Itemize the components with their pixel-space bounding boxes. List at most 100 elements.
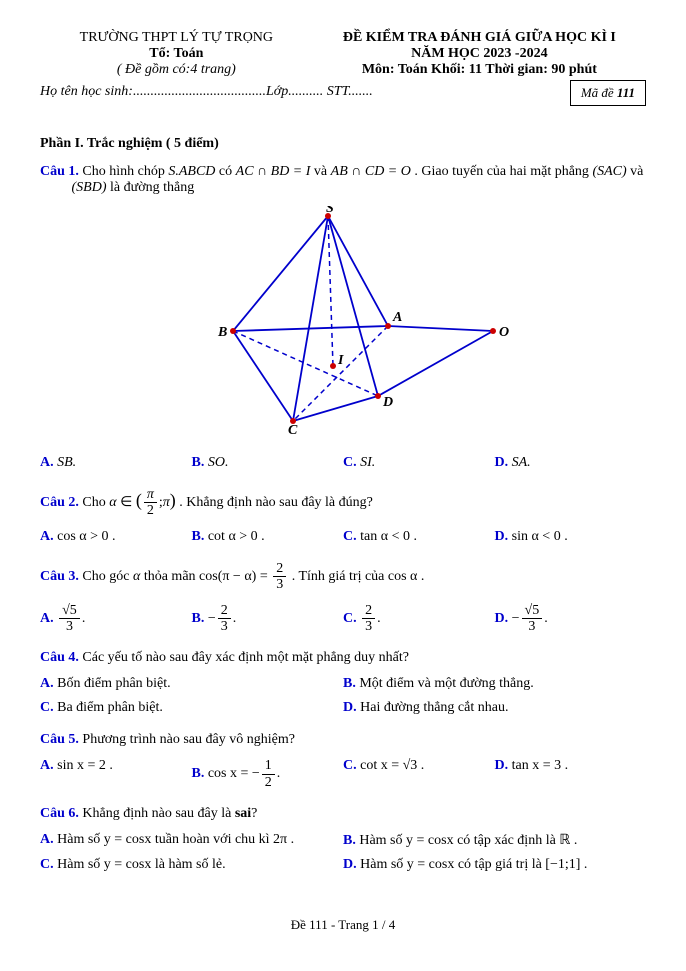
q5-options: A. sin x = 2 . B. cos x = −12. C. cot x …: [40, 754, 646, 794]
q2-options: A. cos α > 0 . B. cot α > 0 . C. tan α <…: [40, 525, 646, 549]
label-D: D: [382, 395, 393, 410]
q1-m2: AC ∩ BD = I: [236, 164, 311, 179]
q2-optD: sin α < 0 .: [512, 529, 568, 544]
q3-fn: 2: [273, 561, 286, 577]
q6-text: Khẳng định nào sau đây là: [82, 806, 234, 821]
q2-t2: . Khẳng định nào sau đây là đúng?: [179, 495, 373, 510]
q2-hp-num: π: [144, 487, 157, 503]
code-label: Mã đề: [581, 85, 617, 100]
question-6: Câu 6. Khẳng định nào sau đây là sai?: [40, 806, 646, 822]
opt-B: B.: [192, 455, 205, 470]
student-line: Họ tên học sinh:........................…: [40, 84, 646, 106]
code-value: 111: [617, 85, 635, 100]
q5-label: Câu 5.: [40, 732, 79, 747]
q1-m1: S.ABCD: [168, 164, 215, 179]
q1-options: A. SB. B. SO. C. SI. D. SA.: [40, 451, 646, 475]
q1-label: Câu 1.: [40, 164, 79, 179]
q5-text: Phương trình nào sau đây vô nghiệm?: [82, 732, 295, 747]
opt-C: C.: [343, 455, 357, 470]
q2-paren-r: ): [170, 490, 176, 510]
q3-t2: thỏa mãn cos(π − α) =: [144, 569, 271, 584]
q2-label: Câu 2.: [40, 495, 79, 510]
q5B-d: 2: [262, 775, 275, 790]
label-A: A: [392, 310, 402, 325]
q5B-pre: cos x = −: [208, 766, 260, 781]
q3-label: Câu 3.: [40, 569, 79, 584]
q3-t3: . Tính giá trị của cos α .: [292, 569, 425, 584]
pyramid-svg: S B A O C D I: [163, 206, 523, 436]
label-O: O: [499, 325, 509, 340]
page-footer: Đề 111 - Trang 1 / 4: [40, 917, 646, 933]
q3A-n: √5: [59, 603, 80, 619]
class-prefix: Lớp: [266, 84, 288, 99]
q2-pi: π: [163, 495, 170, 510]
q5-optD: tan x = 3 .: [512, 758, 569, 773]
q6-optA: Hàm số y = cosx tuần hoàn với chu kì 2π …: [57, 832, 294, 847]
q1-optC: SI.: [360, 455, 375, 470]
q2-alpha: α: [109, 495, 116, 510]
q6-options: A. Hàm số y = cosx tuần hoàn với chu kì …: [40, 828, 646, 877]
stt-dots: .......: [348, 84, 373, 99]
q6-sai: sai: [235, 806, 251, 821]
q3B-n: 2: [218, 603, 231, 619]
q1-t3: và: [314, 164, 331, 179]
dept: Tổ: Toán: [40, 46, 313, 62]
section-1-title: Phần I. Trắc nghiệm ( 5 điểm): [40, 136, 646, 152]
q5-optC: cot x = √3 .: [360, 758, 424, 773]
q4-optD: Hai đường thẳng cắt nhau.: [360, 700, 508, 715]
q3C-n: 2: [362, 603, 375, 619]
q1-t2: có: [219, 164, 236, 179]
q1-t1: Cho hình chóp: [82, 164, 168, 179]
q6-label: Câu 6.: [40, 806, 79, 821]
q3B-d: 3: [218, 619, 231, 634]
q1-t4: . Giao tuyến của hai mặt phẳng: [414, 164, 592, 179]
school-year: NĂM HỌC 2023 -2024: [313, 46, 646, 62]
q4-optA: Bốn điểm phân biệt.: [57, 676, 171, 691]
label-S: S: [326, 206, 334, 216]
q4-options: A. Bốn điểm phân biệt. B. Một điểm và mộ…: [40, 672, 646, 720]
label-B: B: [217, 325, 227, 340]
header-right: ĐỀ KIỂM TRA ĐÁNH GIÁ GIỮA HỌC KÌ I NĂM H…: [313, 30, 646, 78]
pyramid-diagram: S B A O C D I: [40, 206, 646, 441]
q3D-n: √5: [522, 603, 543, 619]
label-C: C: [288, 423, 298, 436]
q3B-pre: −: [208, 611, 216, 626]
q3-t1: Cho góc: [82, 569, 133, 584]
q4-text: Các yếu tố nào sau đây xác định một mặt …: [82, 650, 409, 665]
header-left: TRƯỜNG THPT LÝ TỰ TRỌNG Tổ: Toán ( Đề gồ…: [40, 30, 313, 78]
exam-title: ĐỀ KIỂM TRA ĐÁNH GIÁ GIỮA HỌC KÌ I: [313, 30, 646, 46]
q6-optB: Hàm số y = cosx có tập xác định là ℝ .: [359, 833, 577, 848]
q1-optA: SB.: [57, 455, 76, 470]
pages-note: ( Đề gồm có:4 trang): [40, 62, 313, 78]
question-3: Câu 3. Cho góc α thỏa mãn cos(π − α) = 2…: [40, 561, 646, 593]
q1-optD: SA.: [512, 455, 531, 470]
q6-optC: Hàm số y = cosx là hàm số lẻ.: [57, 857, 225, 872]
q2-hp-den: 2: [144, 503, 157, 518]
header: TRƯỜNG THPT LÝ TỰ TRỌNG Tổ: Toán ( Đề gồ…: [40, 30, 646, 78]
q5B-n: 1: [262, 758, 275, 774]
q3C-d: 3: [362, 619, 375, 634]
question-1: Câu 1. Cho hình chóp S.ABCD có AC ∩ BD =…: [40, 164, 646, 196]
q3A-d: 3: [59, 619, 80, 634]
student-dots: ......................................: [133, 84, 266, 99]
q4-optB: Một điểm và một đường thẳng.: [359, 676, 533, 691]
q2-optA: cos α > 0 .: [57, 529, 115, 544]
q3-options: A. √53. B. −23. C. 23. D. −√53.: [40, 599, 646, 639]
question-5: Câu 5. Phương trình nào sau đây vô nghiệ…: [40, 732, 646, 748]
q3D-d: 3: [522, 619, 543, 634]
subject-line: Môn: Toán Khối: 11 Thời gian: 90 phút: [313, 62, 646, 78]
opt-D: D.: [495, 455, 509, 470]
q6-qm: ?: [251, 806, 257, 821]
q2-optB: cot α > 0 .: [208, 529, 265, 544]
q2-paren-l: (: [136, 490, 142, 510]
q4-label: Câu 4.: [40, 650, 79, 665]
school-name: TRƯỜNG THPT LÝ TỰ TRỌNG: [40, 30, 313, 46]
q1-m5: (SBD): [72, 180, 107, 195]
q1-m4: (SAC): [592, 164, 626, 179]
opt-A: A.: [40, 455, 54, 470]
q3D-pre: −: [512, 611, 520, 626]
q2-t1: Cho: [82, 495, 109, 510]
q3-alpha: α: [133, 569, 140, 584]
q4-optC: Ba điểm phân biệt.: [57, 700, 163, 715]
q3-fd: 3: [273, 577, 286, 592]
